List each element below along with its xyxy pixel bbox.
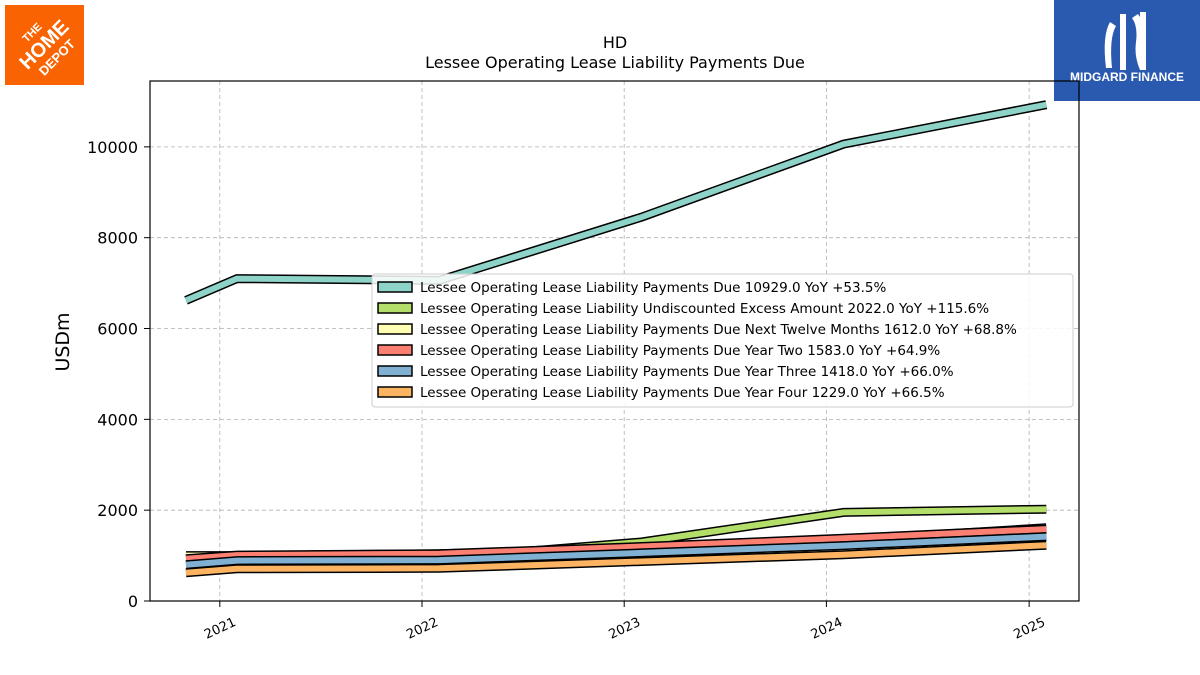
plot-frame [149,80,1080,602]
x-tick-label: 2024 [809,615,845,643]
series-line [185,533,1047,568]
y-tick-label: 6000 [97,320,138,339]
x-tick-label: 2022 [404,615,440,643]
svg-text:MIDGARD FINANCE: MIDGARD FINANCE [1070,70,1184,84]
y-tick-label: 2000 [97,501,138,520]
legend-swatch [377,344,413,356]
legend-entry: Lessee Operating Lease Liability Payment… [420,322,1017,338]
series-line [184,101,1047,304]
y-tick-label: 10000 [87,138,138,157]
legend-entry: Lessee Operating Lease Liability Payment… [420,364,954,380]
legend-swatch [377,323,413,335]
legend-entry: Lessee Operating Lease Liability Payment… [420,385,945,401]
y-tick-label: 4000 [97,410,138,429]
legend-entry: Lessee Operating Lease Liability Payment… [420,280,886,296]
chart-title: HD [603,33,627,52]
home-depot-logo-icon: THE HOME DEPOT [5,5,84,85]
legend-swatch [377,302,413,314]
legend-entry: Lessee Operating Lease Liability Undisco… [420,301,989,317]
y-tick-label: 8000 [97,229,138,248]
midgard-finance-logo-icon: MIDGARD FINANCE [1054,0,1200,101]
legend-swatch [377,365,413,377]
series-line [185,526,1047,562]
chart-subtitle: Lessee Operating Lease Liability Payment… [425,53,805,72]
legend-swatch [377,386,413,398]
x-tick-label: 2021 [202,615,238,643]
x-tick-label: 2023 [607,615,643,643]
legend-entry: Lessee Operating Lease Liability Payment… [420,343,940,359]
legend-box [371,273,1074,408]
series-outline [184,100,1048,305]
series-line [185,542,1047,576]
y-axis-label: USDm [52,312,74,371]
y-tick-label: 0 [128,592,138,611]
legend-swatch [377,281,413,293]
x-tick-label: 2025 [1012,615,1048,643]
